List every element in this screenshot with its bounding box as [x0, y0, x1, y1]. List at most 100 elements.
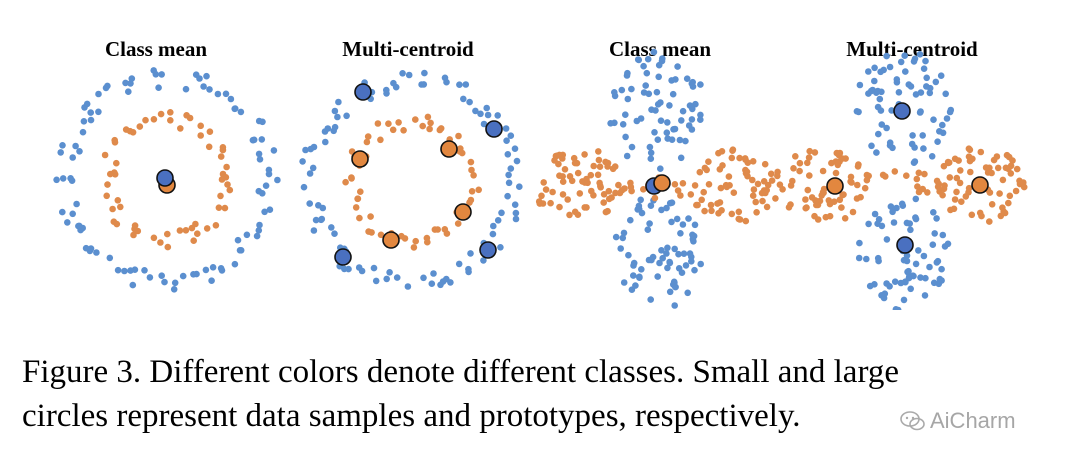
sample-point-orange — [364, 133, 372, 140]
sample-point-orange — [605, 187, 613, 195]
sample-point-blue — [878, 121, 886, 128]
sample-point-blue — [666, 102, 673, 109]
prototype-orange — [971, 176, 989, 194]
sample-point-blue — [59, 142, 66, 149]
sample-point-blue — [125, 88, 132, 95]
sample-point-orange — [113, 159, 120, 167]
sample-point-orange — [470, 172, 477, 179]
sample-point-orange — [705, 181, 713, 188]
sample-point-orange — [568, 177, 576, 185]
sample-point-orange — [107, 170, 114, 178]
sample-point-orange — [400, 127, 407, 134]
sample-point-blue — [863, 255, 870, 263]
sample-point-blue — [682, 262, 690, 269]
sample-point-blue — [873, 89, 880, 96]
sample-point-orange — [924, 189, 931, 196]
sample-point-orange — [1007, 170, 1015, 177]
sample-point-blue — [915, 247, 922, 254]
sample-point-blue — [80, 118, 88, 125]
sample-point-blue — [507, 132, 515, 139]
sample-point-blue — [647, 149, 655, 157]
sample-point-orange — [768, 177, 776, 184]
sample-point-blue — [69, 210, 76, 218]
sample-point-blue — [72, 142, 79, 150]
sample-point-blue — [907, 285, 914, 293]
sample-point-blue — [83, 100, 91, 108]
figure-panels: Class mean Multi-centroid Class mean Mul… — [53, 37, 1028, 310]
sample-point-orange — [826, 200, 834, 208]
sample-point-blue — [179, 272, 187, 280]
sample-point-orange — [640, 186, 647, 193]
sample-point-blue — [647, 296, 654, 303]
sample-point-orange — [356, 214, 363, 222]
sample-point-blue — [644, 55, 652, 63]
sample-point-blue — [480, 120, 488, 128]
sample-point-orange — [718, 207, 725, 214]
sample-point-orange — [573, 159, 581, 167]
sample-point-blue — [630, 272, 637, 279]
sample-point-blue — [306, 200, 314, 207]
sample-point-blue — [874, 103, 882, 111]
sample-point-orange — [967, 168, 974, 176]
sample-point-blue — [217, 265, 225, 272]
sample-point-orange — [608, 194, 615, 201]
sample-point-blue — [59, 175, 67, 182]
sample-point-blue — [932, 78, 940, 86]
sample-point-orange — [395, 119, 402, 126]
sample-point-blue — [512, 215, 520, 223]
sample-point-orange — [602, 208, 610, 216]
sample-point-blue — [502, 125, 510, 132]
sample-point-blue — [620, 229, 628, 237]
sample-point-blue — [657, 99, 664, 106]
sample-point-blue — [877, 68, 884, 76]
sample-point-orange — [832, 169, 840, 177]
sample-point-orange — [703, 166, 710, 174]
sample-point-orange — [215, 204, 223, 211]
prototype-blue — [896, 236, 914, 254]
sample-point-orange — [348, 175, 355, 182]
sample-point-blue — [255, 117, 263, 125]
sample-point-orange — [1005, 199, 1012, 207]
sample-point-blue — [920, 65, 928, 72]
sample-point-orange — [729, 146, 737, 153]
sample-point-orange — [365, 228, 372, 235]
sample-point-orange — [741, 155, 749, 162]
sample-point-orange — [197, 132, 204, 139]
prototypes — [156, 83, 989, 266]
sample-point-blue — [923, 74, 930, 82]
sample-point-orange — [903, 172, 910, 179]
sample-point-blue — [466, 98, 473, 106]
sample-point-orange — [772, 195, 779, 202]
sample-point-blue — [489, 230, 497, 238]
sample-point-orange — [891, 168, 899, 175]
sample-point-blue — [628, 85, 635, 93]
sample-point-orange — [999, 204, 1006, 211]
sample-point-orange — [982, 164, 990, 171]
sample-point-blue — [934, 138, 941, 145]
sample-point-blue — [673, 215, 681, 223]
sample-point-blue — [883, 52, 890, 60]
sample-point-orange — [188, 224, 196, 232]
sample-point-orange — [131, 222, 139, 229]
sample-point-orange — [167, 117, 174, 124]
sample-point-blue — [331, 230, 338, 237]
sample-point-blue — [79, 128, 87, 136]
sample-point-orange — [671, 181, 679, 188]
sample-point-blue — [670, 126, 677, 133]
sample-point-blue — [921, 292, 929, 299]
sample-point-blue — [300, 183, 308, 191]
sample-point-blue — [170, 286, 178, 293]
sample-point-blue — [93, 249, 100, 256]
sample-point-orange — [571, 208, 579, 216]
sample-point-blue — [328, 224, 335, 231]
sample-point-orange — [205, 143, 213, 151]
sample-point-blue — [871, 210, 879, 218]
sample-point-blue — [868, 142, 875, 150]
sample-point-blue — [910, 58, 918, 65]
panel-1-title: Class mean — [105, 37, 207, 61]
sample-point-blue — [331, 107, 339, 115]
sample-point-blue — [692, 100, 699, 108]
sample-point-blue — [679, 107, 687, 115]
sample-point-orange — [796, 167, 803, 175]
sample-point-orange — [549, 188, 556, 196]
